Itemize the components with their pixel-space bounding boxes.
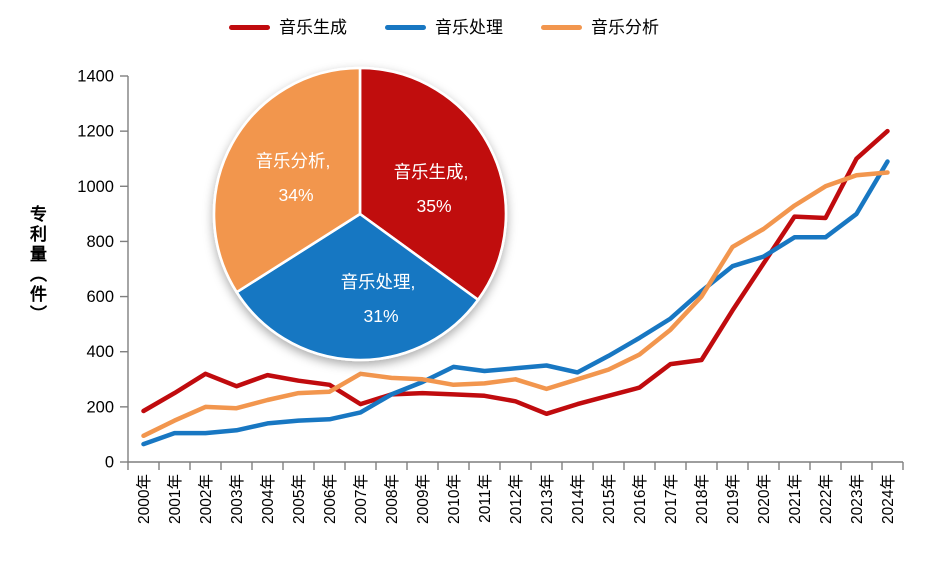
pie-slice-2	[212, 66, 362, 294]
svg-text:1200: 1200	[77, 123, 114, 141]
pie-label-name-0: 音乐生成,	[394, 162, 469, 182]
x-axis-label: 2000年	[135, 474, 153, 524]
pie-label-name-2: 音乐分析,	[256, 151, 331, 171]
legend-item-music-generation: 音乐生成	[229, 19, 347, 36]
series-line-1	[141, 159, 890, 447]
legend-label-music-processing: 音乐处理	[435, 18, 503, 37]
legend-label-music-analysis: 音乐分析	[591, 18, 659, 37]
legend-line-swatch-red	[229, 25, 270, 30]
x-axis-label: 2023年	[848, 474, 866, 524]
x-axis-label: 2014年	[569, 474, 587, 524]
x-axis-label: 2020年	[755, 474, 773, 524]
x-axis-label: 2024年	[879, 474, 897, 524]
x-axis-label: 2002年	[197, 474, 215, 524]
svg-text:600: 600	[86, 288, 114, 306]
pie-labels: 音乐生成, 35% 音乐处理, 31% 音乐分析, 34%	[256, 151, 469, 326]
x-axis-label: 2019年	[724, 474, 742, 524]
x-axis-label: 2006年	[321, 474, 339, 524]
x-axis-label: 2022年	[817, 474, 835, 524]
svg-text:200: 200	[86, 398, 114, 416]
svg-text:400: 400	[86, 343, 114, 361]
y-axis-tick-labels: 0 200 400 600 800 1000 1200 1400	[77, 68, 114, 472]
x-axis-label: 2007年	[352, 474, 370, 524]
pie-label-pct-1: 31%	[363, 306, 398, 326]
svg-text:0: 0	[105, 454, 114, 472]
svg-text:800: 800	[86, 233, 114, 251]
x-axis-label: 2005年	[290, 474, 308, 524]
x-axis-label: 2012年	[507, 474, 525, 524]
svg-text:1400: 1400	[77, 68, 114, 86]
y-axis-title: 专利量（件）	[27, 205, 46, 325]
legend-item-music-processing: 音乐处理	[385, 19, 503, 36]
legend-label-music-generation: 音乐生成	[279, 18, 347, 37]
x-axis-label: 2015年	[600, 474, 618, 524]
series-lines	[141, 128, 890, 447]
x-axis-label: 2018年	[693, 474, 711, 524]
x-axis-label: 2001年	[166, 474, 184, 524]
svg-text:1000: 1000	[77, 178, 114, 196]
x-axis-label: 2010年	[445, 474, 463, 524]
axes	[120, 75, 904, 470]
pie-label-pct-2: 34%	[278, 185, 313, 205]
legend-item-music-analysis: 音乐分析	[541, 19, 659, 36]
x-axis-label: 2013年	[538, 474, 556, 524]
x-axis-label: 2021年	[786, 474, 804, 524]
pie-label-name-1: 音乐处理,	[341, 272, 416, 292]
x-axis-label: 2003年	[228, 474, 246, 524]
pie-chart	[212, 66, 508, 362]
x-axis-label: 2016年	[631, 474, 649, 524]
x-axis-label: 2008年	[383, 474, 401, 524]
legend-line-swatch-blue	[385, 25, 426, 30]
pie-label-pct-0: 35%	[416, 196, 451, 216]
chart-legend: 音乐生成 音乐处理 音乐分析	[0, 19, 926, 36]
series-line-2	[141, 170, 890, 439]
x-axis-label: 2009年	[414, 474, 432, 524]
pie-slice-0	[358, 66, 508, 302]
x-axis-label: 2011年	[476, 474, 494, 523]
series-line-0	[141, 128, 890, 417]
x-axis-label: 2017年	[662, 474, 680, 524]
pie-slice-1	[235, 212, 480, 362]
x-axis-label: 2004年	[259, 474, 277, 524]
x-axis-tick-labels: 2000年 2001年 2002年 2003年 2004年 2005年 2006年 2007年…	[135, 474, 897, 524]
legend-line-swatch-orange	[541, 25, 582, 30]
